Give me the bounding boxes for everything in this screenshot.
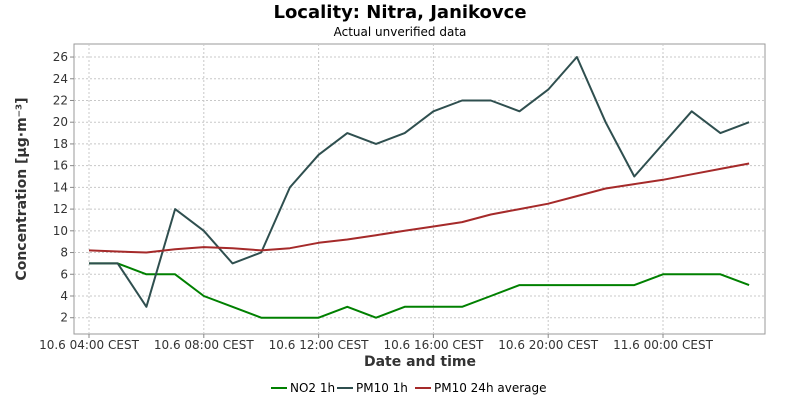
legend: NO2 1h PM10 1h PM10 24h average [271, 381, 547, 395]
y-tick-label: 18 [53, 137, 68, 151]
y-tick-label: 16 [53, 159, 68, 173]
series-line-2 [88, 162, 750, 254]
series-line-1 [89, 56, 750, 308]
y-tick-label: 10 [53, 224, 68, 238]
y-tick-label: 24 [53, 72, 68, 86]
y-tick-label: 22 [53, 93, 68, 107]
series [88, 56, 750, 319]
x-tick-label: 10.6 08:00 CEST [154, 338, 255, 352]
x-axis-label: Date and time [364, 354, 476, 370]
x-tick-label: 11.6 00:00 CEST [613, 338, 714, 352]
x-tick-label: 10.6 12:00 CEST [269, 338, 370, 352]
x-axis-ticks: 10.6 04:00 CEST 10.6 08:00 CEST 10.6 12:00… [39, 334, 714, 352]
y-tick-label: 26 [53, 50, 68, 64]
y-axis-label: Concentration [µg·m⁻³] [14, 97, 30, 280]
legend-label: PM10 24h average [434, 381, 547, 395]
y-tick-label: 8 [60, 246, 68, 260]
chart-subtitle: Actual unverified data [334, 25, 467, 39]
y-tick-label: 12 [53, 202, 68, 216]
legend-label: PM10 1h [356, 381, 408, 395]
y-tick-label: 2 [60, 311, 68, 325]
y-tick-label: 20 [53, 115, 68, 129]
y-tick-label: 4 [60, 289, 68, 303]
y-tick-label: 14 [53, 180, 68, 194]
legend-label: NO2 1h [290, 381, 335, 395]
x-tick-label: 10.6 20:00 CEST [498, 338, 599, 352]
x-tick-label: 10.6 04:00 CEST [39, 338, 140, 352]
x-tick-label: 10.6 16:00 CEST [383, 338, 484, 352]
chart-title: Locality: Nitra, Janikovce [273, 2, 526, 23]
plot-area [73, 43, 766, 335]
series-line-0 [89, 262, 750, 319]
y-tick-label: 6 [60, 267, 68, 281]
